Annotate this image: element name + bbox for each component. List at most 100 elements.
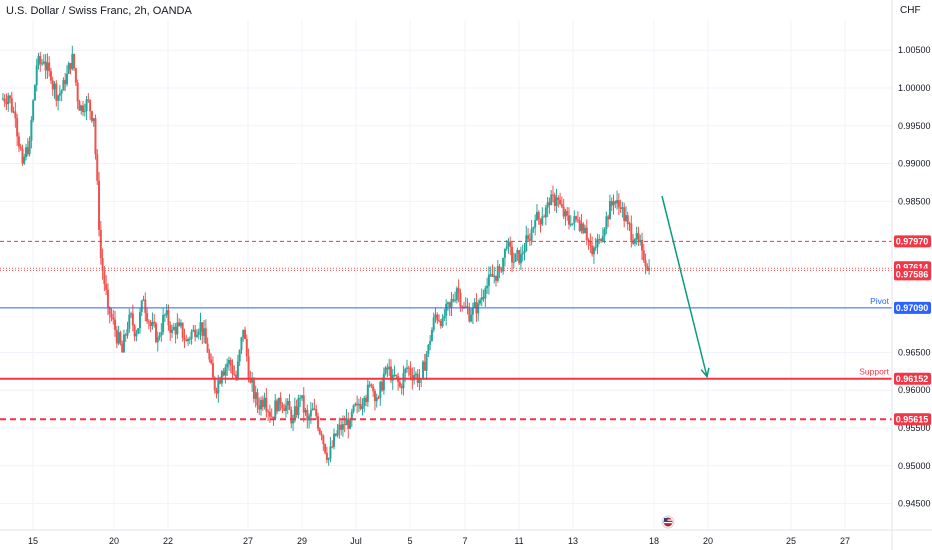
candle-body <box>359 403 362 409</box>
candle-body <box>26 147 29 155</box>
candle-body <box>543 216 546 218</box>
candle-body <box>222 371 225 376</box>
candle-body <box>25 147 28 158</box>
candle-body <box>491 274 494 277</box>
candle-body <box>42 61 45 64</box>
candle-body <box>311 408 314 411</box>
candle-body <box>78 101 81 111</box>
candle-body <box>10 98 13 112</box>
candle-body <box>600 239 603 242</box>
candle-body <box>235 374 238 379</box>
price-tag <box>894 301 931 314</box>
price-tag-label: 0.96152 <box>896 374 929 384</box>
candle-body <box>279 397 282 405</box>
candle-body <box>639 239 642 241</box>
candle-body <box>12 111 15 113</box>
chart-title: U.S. Dollar / Swiss Franc, 2h, OANDA <box>6 5 192 17</box>
candle-body <box>176 322 179 335</box>
candle-body <box>368 384 371 386</box>
price-tag-label: 0.95615 <box>896 415 929 425</box>
candle-body <box>122 334 125 353</box>
candle-body <box>459 292 462 307</box>
candle-body <box>617 200 620 208</box>
candle-body <box>349 420 352 429</box>
candle-body <box>585 227 588 241</box>
candle-body <box>382 373 385 391</box>
candle-body <box>454 300 457 302</box>
candle-body <box>406 367 408 369</box>
y-tick-label: 0.99500 <box>898 121 931 131</box>
candle-body <box>308 416 311 421</box>
candle-body <box>295 406 298 415</box>
candle-body <box>548 202 551 206</box>
candle-body <box>112 317 115 320</box>
candle-body <box>576 219 579 221</box>
candle-body <box>555 197 558 206</box>
candle-body <box>185 340 188 342</box>
candle-body <box>350 411 353 421</box>
candle-body <box>553 194 556 206</box>
candle-body <box>188 338 191 340</box>
candle-body <box>537 211 540 219</box>
candle-body <box>5 102 8 105</box>
candle-body <box>425 353 428 371</box>
x-tick-label: 20 <box>703 536 713 546</box>
candle-body <box>519 254 522 264</box>
candle-body <box>260 399 263 410</box>
candle-body <box>144 299 147 313</box>
price-tag <box>894 268 931 281</box>
candle-body <box>199 322 202 332</box>
candle-body <box>372 386 375 392</box>
x-tick-label: 5 <box>407 536 412 546</box>
candle-body <box>630 223 633 241</box>
candle-body <box>487 274 490 286</box>
candle-body <box>525 235 528 252</box>
candle-body <box>313 408 316 410</box>
candle-body <box>270 416 273 418</box>
candle-body <box>46 62 49 71</box>
candle-body <box>624 215 627 222</box>
candle-body <box>149 322 152 326</box>
candle-body <box>457 288 460 293</box>
candle-body <box>377 397 380 399</box>
candle-body <box>539 218 542 225</box>
candle-body <box>87 99 90 101</box>
candle-body <box>302 395 305 413</box>
projection-arrow-head <box>700 367 710 379</box>
candle-body <box>471 307 474 315</box>
x-tick-label: 11 <box>514 536 523 546</box>
candle-body <box>137 328 140 334</box>
us-flag-icon[interactable] <box>661 515 675 529</box>
candle-body <box>240 337 243 351</box>
candle-body <box>573 216 576 224</box>
candle-body <box>133 325 136 337</box>
candle-body <box>518 250 521 264</box>
candle-body <box>384 367 387 374</box>
candle-body <box>480 297 483 301</box>
candle-body <box>521 253 524 255</box>
y-tick-label: 0.96000 <box>898 385 931 395</box>
candle-body <box>172 326 175 330</box>
candle-body <box>562 206 565 217</box>
level-lines-layer: Pivot Support <box>0 195 892 421</box>
candle-body <box>217 380 220 394</box>
y-tick-label: 0.95500 <box>898 423 931 433</box>
candle-body <box>39 56 42 64</box>
candle-body <box>370 384 373 387</box>
candle-body <box>28 140 31 155</box>
candle-body <box>544 207 547 218</box>
grid-layer <box>0 20 892 530</box>
candle-body <box>338 424 341 431</box>
candle-body <box>429 341 432 345</box>
candle-body <box>616 200 619 204</box>
y-tick-label: 0.94500 <box>898 499 931 509</box>
candle-body <box>528 239 531 241</box>
candle-body <box>30 120 33 141</box>
candle-body <box>455 288 458 301</box>
candle-body <box>181 322 184 339</box>
candle-body <box>514 253 517 262</box>
candle-body <box>220 371 223 384</box>
candle-body <box>201 322 204 336</box>
candle-body <box>438 320 441 322</box>
